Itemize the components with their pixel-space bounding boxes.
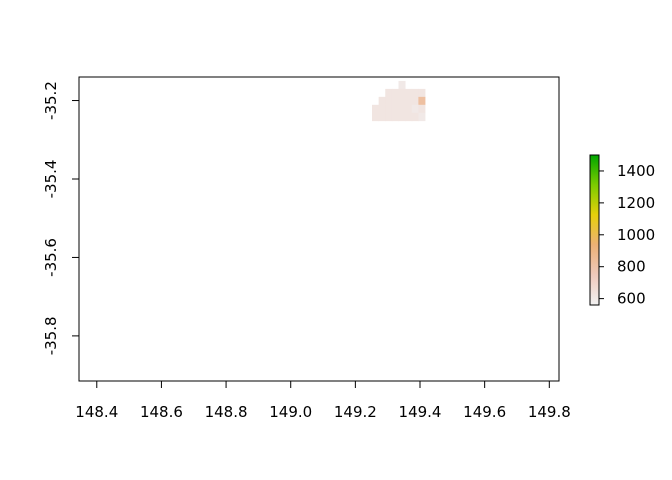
raster-cell bbox=[385, 96, 393, 106]
raster-cell bbox=[418, 104, 426, 114]
raster-cell bbox=[411, 104, 419, 114]
raster-cell bbox=[391, 104, 399, 114]
raster-cell bbox=[372, 112, 380, 122]
raster-cell bbox=[398, 96, 406, 106]
raster-cell bbox=[378, 104, 386, 114]
x-tick-label: 149.0 bbox=[269, 403, 312, 421]
legend-tick-label: 600 bbox=[617, 290, 646, 308]
raster-cell bbox=[385, 104, 393, 114]
x-tick-label: 148.4 bbox=[75, 403, 118, 421]
raster-cell bbox=[418, 88, 426, 98]
raster-cell bbox=[405, 112, 413, 122]
legend-tick-label: 800 bbox=[617, 258, 646, 276]
y-tick-label: -35.8 bbox=[42, 316, 60, 355]
y-tick-label: -35.2 bbox=[42, 81, 60, 120]
raster-cell bbox=[411, 88, 419, 98]
raster-cell bbox=[411, 96, 419, 106]
x-axis: 148.4 148.6 148.8 149.0 149.2 149.4 149.6 149.8 bbox=[75, 380, 571, 421]
raster-cell bbox=[398, 104, 406, 114]
x-tick-label: 148.8 bbox=[205, 403, 248, 421]
x-tick-label: 149.4 bbox=[399, 403, 442, 421]
y-tick-label: -35.4 bbox=[42, 160, 60, 199]
color-legend: 600 800 1000 1200 1400 bbox=[589, 154, 655, 308]
x-tick-label: 149.6 bbox=[463, 403, 506, 421]
raster-cell bbox=[385, 88, 393, 98]
raster-cell bbox=[391, 112, 399, 122]
raster-cell bbox=[405, 104, 413, 114]
raster-cell bbox=[385, 112, 393, 122]
x-tick-label: 149.2 bbox=[334, 403, 377, 421]
raster-cell bbox=[391, 96, 399, 106]
legend-tick-label: 1200 bbox=[617, 194, 655, 212]
raster-cell bbox=[405, 96, 413, 106]
raster-cell bbox=[418, 112, 426, 122]
raster-cell bbox=[372, 104, 380, 114]
raster-cell bbox=[398, 112, 406, 122]
raster-cell bbox=[405, 88, 413, 98]
legend-ticks: 600 800 1000 1200 1400 bbox=[599, 162, 655, 308]
legend-tick-label: 1400 bbox=[617, 162, 655, 180]
raster-cell bbox=[391, 88, 399, 98]
raster-cell bbox=[398, 80, 406, 90]
legend-colorbar bbox=[589, 154, 600, 306]
raster-cell bbox=[378, 112, 386, 122]
legend-tick-label: 1000 bbox=[617, 226, 655, 244]
raster-cell bbox=[411, 112, 419, 122]
y-tick-label: -35.6 bbox=[42, 238, 60, 277]
plot-frame bbox=[78, 76, 560, 382]
x-tick-label: 149.8 bbox=[528, 403, 571, 421]
y-axis: -35.2 -35.4 -35.6 -35.8 bbox=[42, 81, 79, 355]
raster-cells bbox=[372, 80, 426, 122]
raster-cell bbox=[378, 96, 386, 106]
raster-cell bbox=[398, 88, 406, 98]
x-tick-label: 148.6 bbox=[140, 403, 183, 421]
raster-cell bbox=[418, 96, 426, 106]
